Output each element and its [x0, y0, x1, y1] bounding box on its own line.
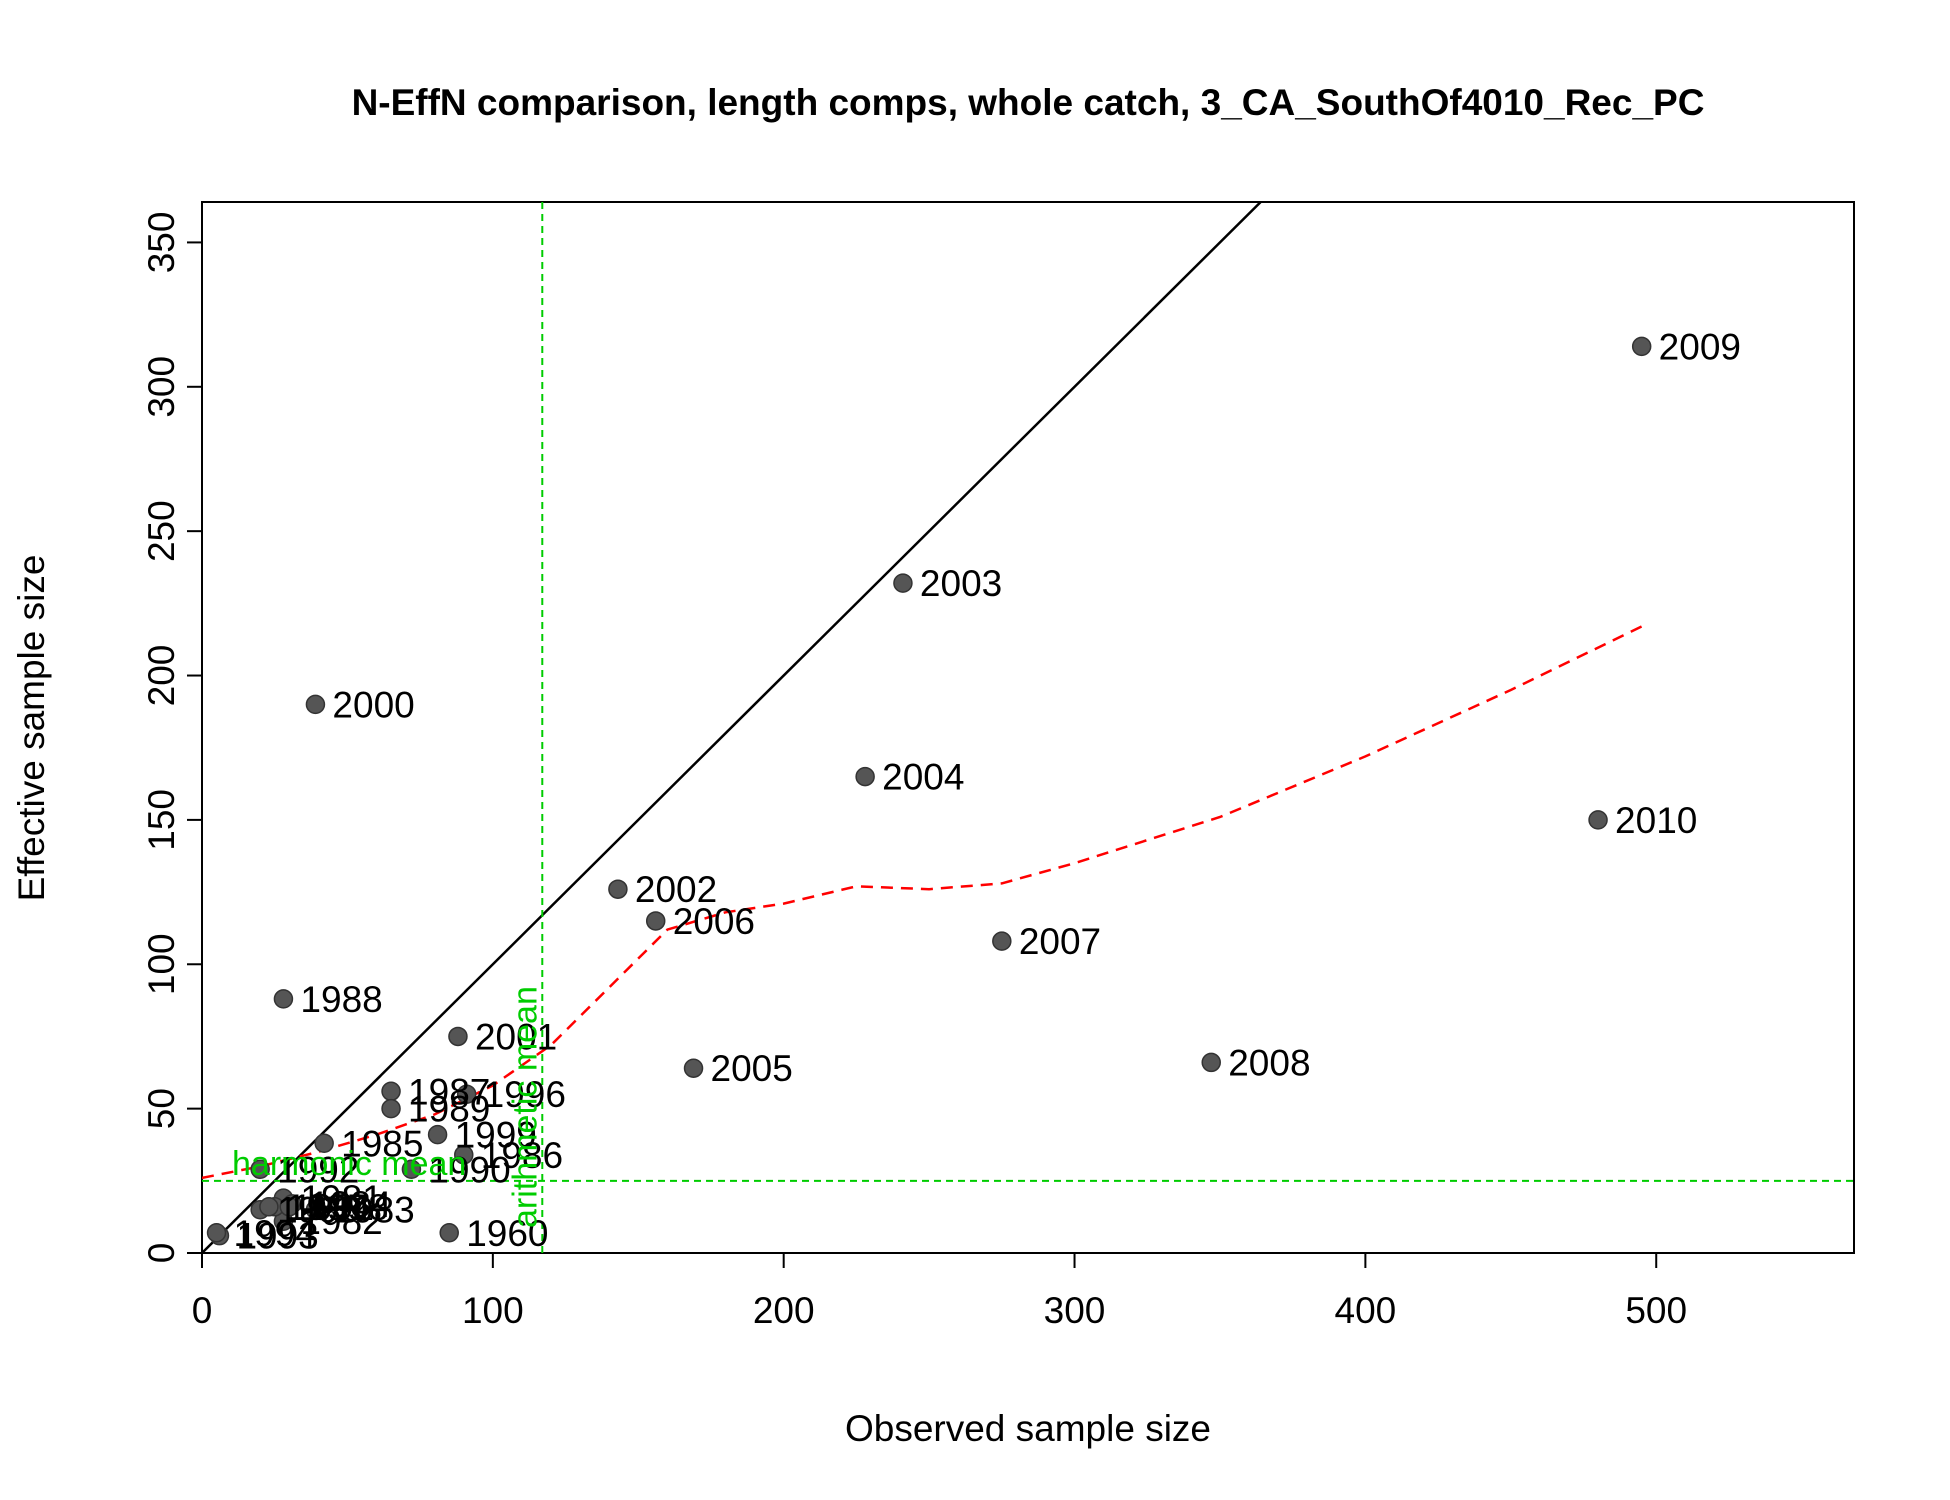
point-label: 1982: [300, 1201, 382, 1242]
arithmetic-mean-label: arithmetic mean: [506, 986, 544, 1228]
point-label: 1987: [408, 1071, 490, 1112]
x-axis: 0 100 200 300 400 500: [192, 1252, 1687, 1331]
y-axis: 0 50 100 150 200 250 300 350: [141, 212, 203, 1264]
data-point: [645, 911, 666, 931]
data-point: [279, 1197, 300, 1217]
point-label: 2006: [673, 901, 755, 942]
data-point: [683, 1058, 704, 1078]
point-label: 1983: [332, 1190, 414, 1231]
point-label: 1988: [300, 979, 382, 1020]
point-label: 1990: [428, 1149, 510, 1190]
x-tick-label: 300: [1044, 1290, 1106, 1331]
x-tick-label: 200: [753, 1290, 815, 1331]
point-label: 1986: [481, 1135, 563, 1176]
data-point: [608, 879, 628, 899]
data-point: [305, 1199, 326, 1220]
data-point: [439, 1223, 459, 1243]
point-label: 2008: [1228, 1042, 1310, 1083]
point-label: 2007: [1019, 921, 1101, 962]
plot-area: [202, 202, 1854, 1253]
y-tick-label: 300: [141, 356, 182, 418]
data-point: [314, 1133, 334, 1154]
point-label: 2001: [475, 1016, 557, 1057]
point-label: 2009: [1659, 326, 1741, 367]
y-tick-label: 200: [141, 645, 182, 707]
point-label: 1991: [292, 1187, 374, 1228]
data-point: [259, 1197, 279, 1217]
data-point: [305, 694, 326, 715]
point-label: 2000: [332, 684, 414, 725]
y-axis-label: Effective sample size: [11, 555, 52, 902]
data-point: [381, 1098, 401, 1119]
data-point: [206, 1223, 227, 1243]
smoother-line: [202, 625, 1643, 1180]
x-tick-label: 100: [462, 1290, 524, 1331]
point-label: 2003: [920, 563, 1002, 604]
x-tick-label: 500: [1625, 1290, 1687, 1331]
y-tick-label: 150: [141, 789, 182, 851]
point-label: 1999: [455, 1115, 537, 1156]
y-tick-label: 50: [141, 1088, 182, 1129]
data-point: [1631, 336, 1652, 357]
data-point: [273, 989, 294, 1009]
y-tick-label: 0: [141, 1243, 182, 1264]
point-label: 1996: [484, 1074, 566, 1115]
data-point: [893, 573, 913, 593]
data-point: [454, 1145, 474, 1165]
point-label: 1989: [408, 1089, 490, 1130]
point-label: 1981: [300, 1178, 382, 1219]
point-label: 1984: [309, 1184, 391, 1225]
y-tick-label: 100: [141, 933, 182, 995]
point-label: 1992: [277, 1149, 359, 1190]
y-tick-label: 250: [141, 500, 182, 562]
point-label: 2005: [711, 1048, 793, 1089]
point-label: 2004: [882, 757, 964, 798]
x-axis-label: Observed sample size: [845, 1408, 1211, 1449]
point-label: 1995: [277, 1190, 359, 1231]
chart-title: N-EffN comparison, length comps, whole c…: [352, 82, 1705, 123]
data-point: [855, 766, 875, 787]
point-label: 1994: [234, 1213, 316, 1254]
data-point: [992, 931, 1012, 951]
data-point: [381, 1081, 401, 1102]
data-point: [250, 1159, 270, 1180]
data-point: [1588, 810, 1608, 830]
point-label: 2010: [1615, 800, 1697, 841]
data-point: [456, 1084, 477, 1104]
harmonic-mean-label: harmonic mean: [232, 1145, 466, 1183]
data-point: [448, 1026, 468, 1047]
point-label: 1985: [341, 1123, 423, 1164]
point-label: 1993: [236, 1216, 318, 1257]
point-label: 1998: [306, 1187, 388, 1228]
x-tick-label: 400: [1335, 1290, 1397, 1331]
x-tick-label: 0: [192, 1290, 213, 1331]
data-point: [401, 1159, 422, 1180]
point-label: 1960: [466, 1213, 548, 1254]
y-tick-label: 350: [141, 212, 182, 274]
identity-line: [202, 202, 1263, 1253]
data-point: [427, 1124, 448, 1145]
point-label: 1997: [286, 1187, 368, 1228]
data-point: [1201, 1052, 1221, 1073]
point-label: 2002: [635, 869, 717, 910]
